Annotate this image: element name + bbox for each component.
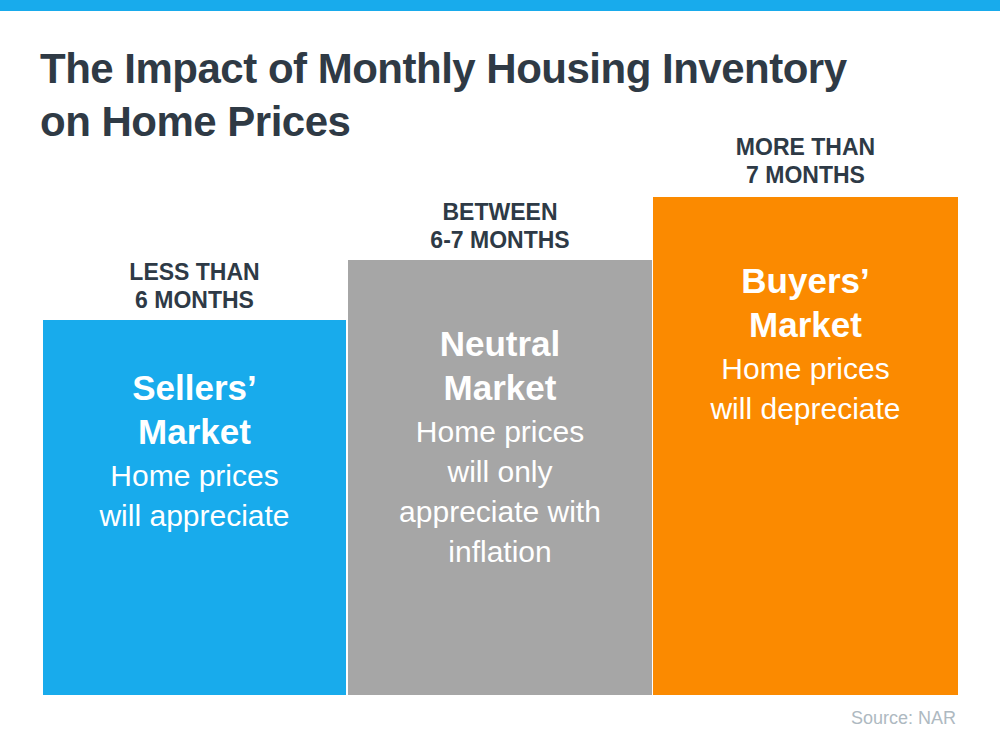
bar-heading-line: Buyers’: [653, 259, 958, 303]
bar-body-line: will depreciate: [653, 389, 958, 429]
page-title-line-1: The Impact of Monthly Housing Inventory: [40, 45, 847, 92]
inventory-label-buyers: MORE THAN 7 MONTHS: [653, 133, 958, 189]
sellers-market-bar: Sellers’ Market Home prices will appreci…: [43, 320, 346, 695]
inventory-label-line: 7 MONTHS: [653, 161, 958, 189]
neutral-market-description: Home prices will only appreciate with in…: [348, 412, 652, 572]
inventory-label-sellers: LESS THAN 6 MONTHS: [43, 258, 346, 314]
bar-body-line: inflation: [348, 532, 652, 572]
buyers-market-bar: Buyers’ Market Home prices will deprecia…: [653, 197, 958, 695]
inventory-label-line: 6-7 MONTHS: [348, 226, 652, 254]
page-title-line-2: on Home Prices: [40, 98, 350, 145]
bar-body-line: appreciate with: [348, 492, 652, 532]
source-attribution: Source: NAR: [851, 708, 956, 729]
sellers-market-description: Home prices will appreciate: [43, 456, 346, 536]
bar-body-line: Home prices: [653, 349, 958, 389]
inventory-label-line: 6 MONTHS: [43, 286, 346, 314]
inventory-label-line: MORE THAN: [653, 133, 958, 161]
buyers-market-heading: Buyers’ Market: [653, 259, 958, 347]
bar-heading-line: Sellers’: [43, 366, 346, 410]
bar-body-line: Home prices: [348, 412, 652, 452]
bar-heading-line: Market: [348, 366, 652, 410]
buyers-market-description: Home prices will depreciate: [653, 349, 958, 429]
inventory-label-line: BETWEEN: [348, 198, 652, 226]
top-accent-bar: [0, 0, 1000, 11]
column-neutral-market: BETWEEN 6-7 MONTHS Neutral Market Home p…: [348, 198, 652, 695]
neutral-market-heading: Neutral Market: [348, 322, 652, 410]
bar-body-line: will appreciate: [43, 496, 346, 536]
sellers-market-heading: Sellers’ Market: [43, 366, 346, 454]
column-buyers-market: MORE THAN 7 MONTHS Buyers’ Market Home p…: [653, 133, 958, 695]
inventory-label-line: LESS THAN: [43, 258, 346, 286]
neutral-market-bar: Neutral Market Home prices will only app…: [348, 260, 652, 695]
bar-heading-line: Market: [653, 303, 958, 347]
column-sellers-market: LESS THAN 6 MONTHS Sellers’ Market Home …: [43, 258, 346, 695]
inventory-label-neutral: BETWEEN 6-7 MONTHS: [348, 198, 652, 254]
bar-body-line: will only: [348, 452, 652, 492]
bar-heading-line: Market: [43, 410, 346, 454]
bar-heading-line: Neutral: [348, 322, 652, 366]
infographic-page: The Impact of Monthly Housing Inventory …: [0, 0, 1000, 750]
bar-body-line: Home prices: [43, 456, 346, 496]
